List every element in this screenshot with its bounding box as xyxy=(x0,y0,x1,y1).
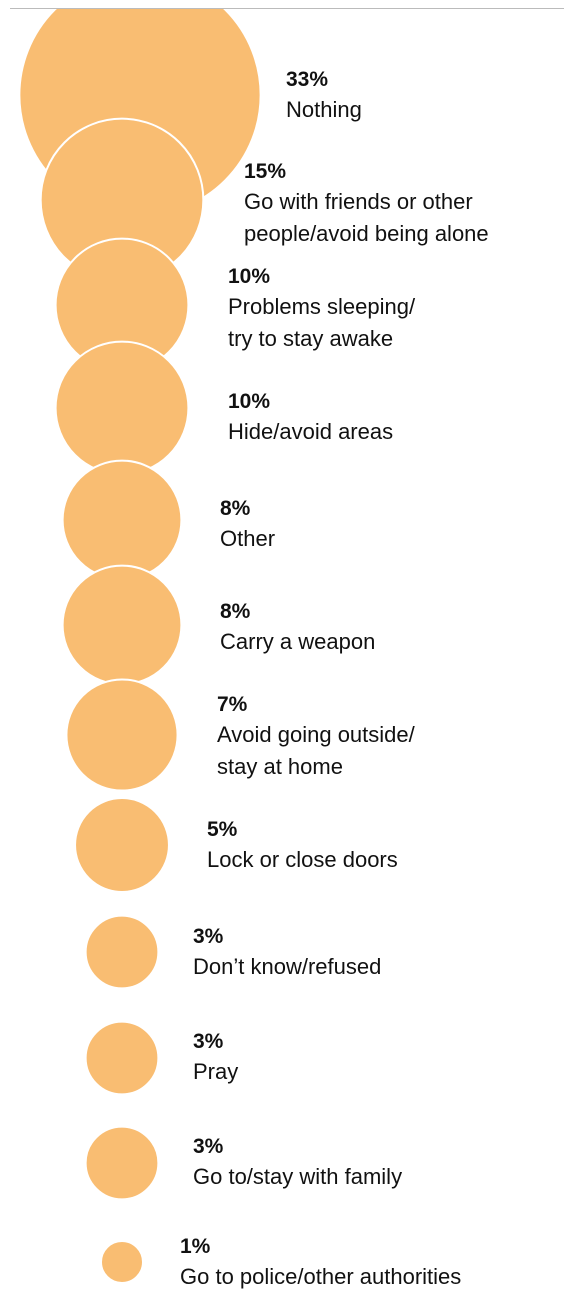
value-label: 7% xyxy=(217,693,248,716)
bubbles xyxy=(18,9,262,1284)
value-label: 3% xyxy=(193,925,224,948)
category-label: Pray xyxy=(193,1059,238,1084)
bubble xyxy=(61,564,183,686)
bubble xyxy=(84,914,160,990)
category-label: Avoid going outside/stay at home xyxy=(217,722,416,779)
bubble xyxy=(61,459,183,581)
value-label: 15% xyxy=(244,160,286,183)
category-label: Problems sleeping/try to stay awake xyxy=(228,294,416,351)
bubble xyxy=(74,797,170,893)
value-label: 8% xyxy=(220,600,251,623)
category-label: Hide/avoid areas xyxy=(228,419,393,444)
value-label: 3% xyxy=(193,1030,224,1053)
category-label: Don’t know/refused xyxy=(193,954,381,979)
category-label: Go to police/other authorities xyxy=(180,1264,461,1289)
value-label: 5% xyxy=(207,818,238,841)
category-label: Nothing xyxy=(286,97,362,122)
category-label: Lock or close doors xyxy=(207,847,398,872)
value-label: 1% xyxy=(180,1235,211,1258)
value-label: 10% xyxy=(228,265,270,288)
value-label: 33% xyxy=(286,68,328,91)
category-label: Go with friends or other people/avoid bei… xyxy=(244,189,489,246)
bubble xyxy=(54,340,190,476)
bubble xyxy=(84,1020,160,1096)
category-label: Carry a weapon xyxy=(220,629,375,654)
value-label: 10% xyxy=(228,390,270,413)
value-label: 3% xyxy=(193,1135,224,1158)
bubble xyxy=(100,1240,144,1284)
category-label: Other xyxy=(220,526,275,551)
bubble xyxy=(84,1125,160,1201)
value-label: 8% xyxy=(220,497,251,520)
bubble xyxy=(65,678,179,792)
category-label: Go to/stay with family xyxy=(193,1164,402,1189)
